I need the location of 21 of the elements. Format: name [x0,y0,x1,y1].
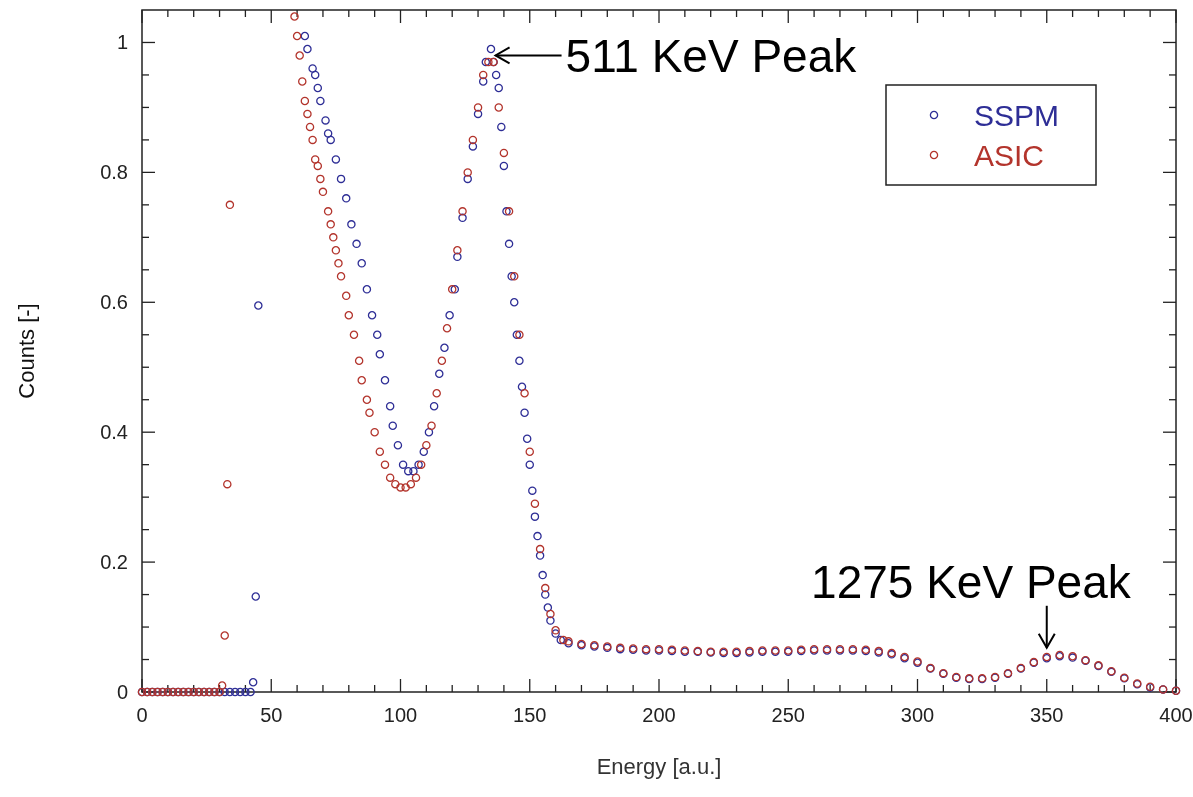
y-tick-label: 0.2 [100,551,128,574]
y-tick-label: 0.6 [100,291,128,314]
annotation: 1275 KeV Peak [811,555,1132,608]
x-tick-label: 250 [771,704,805,726]
x-tick-label: 0 [136,704,148,726]
y-tick-label: 0 [116,681,128,703]
x-tick-label: 150 [513,704,547,726]
x-tick-label: 300 [900,704,935,726]
legend-label: ASIC [974,138,1045,172]
legend-label: SSPM [974,98,1060,132]
x-tick-label: 350 [1030,704,1064,726]
x-tick-label: 400 [1159,704,1193,726]
x-tick-label: 50 [260,704,283,726]
x-tick-label: 100 [383,704,418,726]
y-tick-label: 1 [116,31,128,54]
y-tick-label: 0.4 [100,421,128,444]
annotation: 511 KeV Peak [565,29,858,82]
y-axis-title: Counts [-] [14,303,39,399]
x-tick-label: 200 [642,704,676,726]
x-axis-title: Energy [a.u.] [596,754,722,779]
y-tick-label: 0.8 [100,161,128,184]
